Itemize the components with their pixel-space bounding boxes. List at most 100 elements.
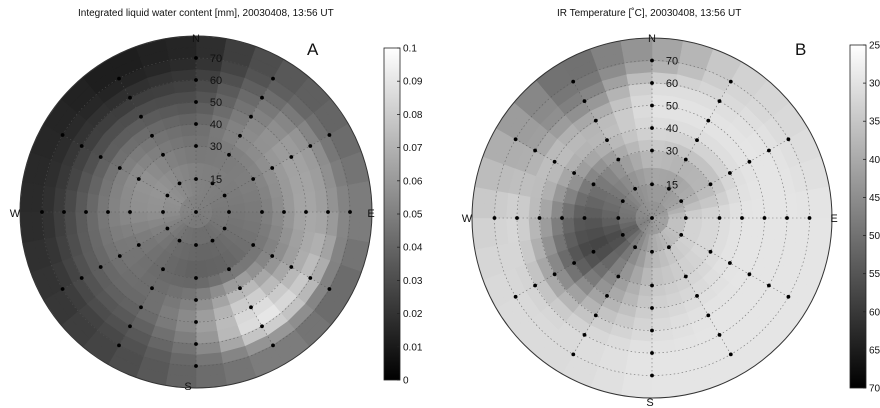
data-point — [572, 171, 576, 175]
data-point — [117, 254, 122, 258]
field-cell — [174, 319, 197, 334]
compass-west-label: W — [10, 208, 21, 220]
data-point — [238, 133, 242, 138]
field-cell — [182, 134, 197, 148]
data-point — [683, 274, 688, 279]
radial-tick-label: 40 — [666, 123, 678, 135]
data-point — [308, 144, 313, 148]
data-point — [571, 79, 576, 84]
data-point — [740, 216, 744, 220]
data-point — [260, 95, 264, 100]
colorbar-tick-label: 0.06 — [403, 176, 423, 187]
field-cell — [751, 198, 765, 219]
compass-east-label: E — [830, 213, 837, 225]
field-cell — [651, 317, 672, 331]
data-point — [513, 137, 518, 142]
field-cell — [539, 198, 553, 219]
data-point — [593, 313, 598, 318]
panel-a-polar-plot: 15 30 40 50 60 70 — [19, 35, 373, 389]
data-point — [492, 216, 497, 220]
field-cell — [182, 276, 197, 290]
data-point — [708, 249, 713, 254]
data-point — [98, 265, 103, 269]
field-cell — [740, 200, 754, 219]
field-cell — [195, 276, 210, 290]
shaded-field — [471, 37, 833, 399]
field-cell — [107, 196, 121, 213]
data-point — [533, 148, 537, 153]
data-point — [251, 243, 256, 247]
field-cell — [178, 298, 197, 312]
data-point — [227, 267, 231, 272]
data-point — [270, 166, 275, 170]
data-point — [650, 249, 654, 254]
colorbar-tick-label: 50 — [869, 231, 880, 242]
data-point — [560, 216, 564, 220]
data-point — [667, 186, 671, 191]
data-point — [84, 210, 88, 214]
data-point — [289, 265, 294, 269]
compass-south-label: S — [646, 397, 653, 408]
data-point — [533, 283, 537, 288]
field-cell — [174, 90, 197, 105]
field-cell — [762, 217, 777, 240]
compass-north-label: N — [192, 33, 200, 45]
colorbar-tick-label: 0.04 — [403, 243, 423, 254]
data-point — [515, 216, 519, 220]
colorbar-a-ticks: 0.1 0.09 0.08 0.07 0.06 0.05 0.04 0.03 0.02 0.01 0 — [397, 44, 423, 387]
data-point — [747, 272, 752, 277]
colorbar-tick-label: 40 — [869, 155, 880, 166]
field-cell — [751, 217, 765, 238]
radial-tick-label: 50 — [210, 97, 222, 109]
outer-circle — [19, 35, 373, 389]
data-point — [161, 152, 165, 157]
radial-tick-label: 15 — [210, 174, 222, 186]
compass-west-label: W — [462, 213, 473, 225]
data-point — [591, 182, 596, 187]
data-point — [683, 216, 688, 220]
data-point — [537, 216, 542, 220]
data-point — [249, 305, 253, 310]
panel-a-colorbar: 0.1 0.09 0.08 0.07 0.06 0.05 0.04 0.03 0.02 0.01 0 — [383, 44, 423, 387]
data-point — [222, 193, 227, 198]
radial-tick-label: 70 — [210, 53, 222, 65]
colorbar-tick-label: 0.1 — [403, 44, 417, 55]
field-cell — [176, 101, 197, 115]
data-point — [117, 166, 122, 170]
field-cell — [178, 112, 197, 126]
field-cell — [271, 196, 285, 213]
colorbar-tick-label: 0.02 — [403, 309, 423, 320]
field-cell — [718, 203, 732, 219]
data-point — [194, 100, 198, 104]
field-cell — [636, 127, 653, 141]
field-cell — [634, 306, 653, 320]
colorbar-tick-label: 30 — [869, 79, 880, 90]
field-cell — [96, 194, 110, 213]
panel-b-label: B — [795, 40, 806, 59]
field-cell — [572, 203, 586, 219]
data-point — [308, 276, 313, 280]
field-cell — [762, 196, 777, 219]
data-point — [616, 216, 621, 220]
field-cell — [527, 217, 542, 240]
data-point — [786, 137, 791, 142]
data-point — [582, 99, 587, 103]
field-cell — [550, 200, 564, 219]
field-cell — [651, 306, 670, 320]
field-cell — [561, 217, 575, 234]
data-point — [150, 286, 154, 291]
field-cell — [107, 211, 121, 228]
field-cell — [195, 298, 214, 312]
compass-south-label: S — [184, 381, 191, 393]
data-point — [650, 328, 654, 333]
radial-tick-label: 70 — [666, 56, 678, 68]
data-point — [326, 210, 330, 214]
colorbar-tick-label: 35 — [869, 117, 880, 128]
data-point — [260, 210, 264, 214]
colorbar-tick-label: 70 — [869, 384, 880, 395]
field-cell — [260, 198, 274, 213]
data-point — [227, 152, 231, 157]
azimuth-spoke — [195, 211, 330, 290]
data-point — [194, 78, 198, 82]
field-cell — [260, 211, 274, 226]
